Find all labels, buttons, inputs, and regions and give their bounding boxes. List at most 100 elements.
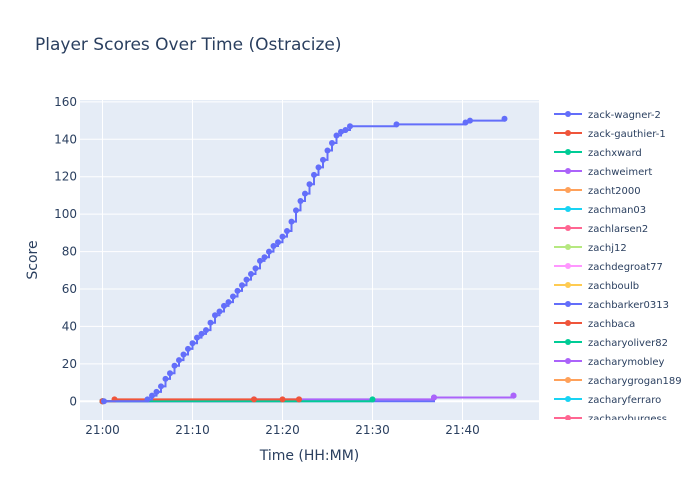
legend-swatch-marker [565,111,571,117]
data-point [324,147,331,154]
legend-item[interactable]: zacht2000 [554,186,641,197]
data-point [315,164,322,171]
data-point [198,330,205,337]
legend-swatch-marker [565,282,571,288]
data-point [239,282,245,289]
legend-label: zacht2000 [588,186,641,197]
data-point [261,254,268,261]
legend[interactable]: zack-wagner-2 zack-gauthier-1 zachxward zac… [554,110,682,425]
legend-item[interactable]: zacharyferraro [554,395,661,406]
data-point [158,383,164,390]
data-point [194,334,200,341]
legend-label: zachxward [588,148,642,159]
data-point [275,239,281,246]
legend-item[interactable]: zachweimert [554,167,652,178]
x-axis-title: Time (HH:MM) [259,448,360,464]
data-point [221,302,227,309]
data-point [251,396,257,403]
legend-item[interactable]: zachbaca [554,319,635,330]
legend-label: zachboulb [588,281,639,292]
data-point [501,115,508,122]
legend-swatch-marker [565,358,571,364]
y-axis-title: Score [25,240,41,279]
y-tick-label: 80 [62,245,77,259]
data-point [234,287,241,294]
data-point [176,357,182,364]
legend-label: zachdegroat77 [588,262,663,273]
data-point [306,181,313,188]
legend-label: zacharyburgess [588,414,667,425]
y-tick-label: 140 [54,132,77,146]
data-point [180,351,187,358]
data-point [302,190,308,197]
data-point [257,257,263,264]
data-point [212,312,218,319]
data-point [369,396,376,403]
data-point [189,340,196,347]
legend-item[interactable]: zachlarsen2 [554,224,648,235]
data-point [320,156,326,163]
data-point [338,128,344,135]
data-point [167,370,173,377]
legend-swatch-marker [565,187,571,193]
legend-swatch-marker [565,130,571,136]
data-point [144,396,151,403]
legend-item[interactable]: zachboulb [554,281,639,292]
data-point [225,299,232,306]
legend-item[interactable]: zachdegroat77 [554,262,663,273]
data-point [284,227,290,234]
legend-label: zachlarsen2 [588,224,648,235]
legend-item[interactable]: zacharyoliver82 [554,338,668,349]
legend-swatch-marker [565,415,571,420]
legend-label: zack-wagner-2 [588,110,661,121]
data-point [288,218,295,225]
y-tick-label: 160 [54,95,77,109]
legend-swatch-marker [565,168,571,174]
data-point [393,121,400,128]
legend-item[interactable]: zachxward [554,148,642,159]
x-tick-label: 21:00 [85,423,120,437]
series-layer [99,115,517,405]
x-tick-label: 21:40 [445,423,480,437]
x-tick-label: 21:30 [355,423,390,437]
legend-label: zacharyferraro [588,395,661,406]
data-point [185,345,191,352]
legend-swatch-marker [565,301,571,307]
legend-swatch-marker [565,225,571,231]
legend-item[interactable]: zacharyburgess [554,414,667,425]
legend-label: zacharymobley [588,357,665,368]
legend-label: zachman03 [588,205,646,216]
y-tick-label: 60 [62,282,77,296]
data-point [162,375,169,382]
data-point [248,271,254,278]
data-point [333,132,340,139]
series-zack-wagner-2 [101,115,508,405]
legend-label: zack-gauthier-1 [588,129,666,140]
legend-item[interactable]: zachman03 [554,205,646,216]
legend-label: zacharygrogan189 [588,376,682,387]
legend-item[interactable]: zachbarker0313 [554,300,669,311]
chart-title: Player Scores Over Time (Ostracize) [35,35,342,55]
legend-swatch-marker [565,396,571,402]
legend-item[interactable]: zack-wagner-2 [554,110,661,121]
legend-item[interactable]: zacharygrogan189 [554,376,682,387]
legend-item[interactable]: zack-gauthier-1 [554,129,666,140]
data-point [279,233,286,240]
plot-area [80,100,539,420]
data-point [342,126,349,133]
data-point [171,362,178,369]
legend-item[interactable]: zachj12 [554,243,627,254]
legend-label: zachbaca [588,319,635,330]
tick-labels: 21:00 21:10 21:20 21:30 21:40 0 20 40 60 80 100 120… [54,95,480,437]
data-point [216,308,223,315]
data-point [311,171,317,178]
data-point [203,327,209,334]
data-point [230,293,236,300]
data-point [153,388,160,395]
legend-swatch-marker [565,149,571,155]
y-tick-label: 40 [62,319,77,333]
x-tick-label: 21:20 [265,423,300,437]
legend-item[interactable]: zacharymobley [554,357,665,368]
